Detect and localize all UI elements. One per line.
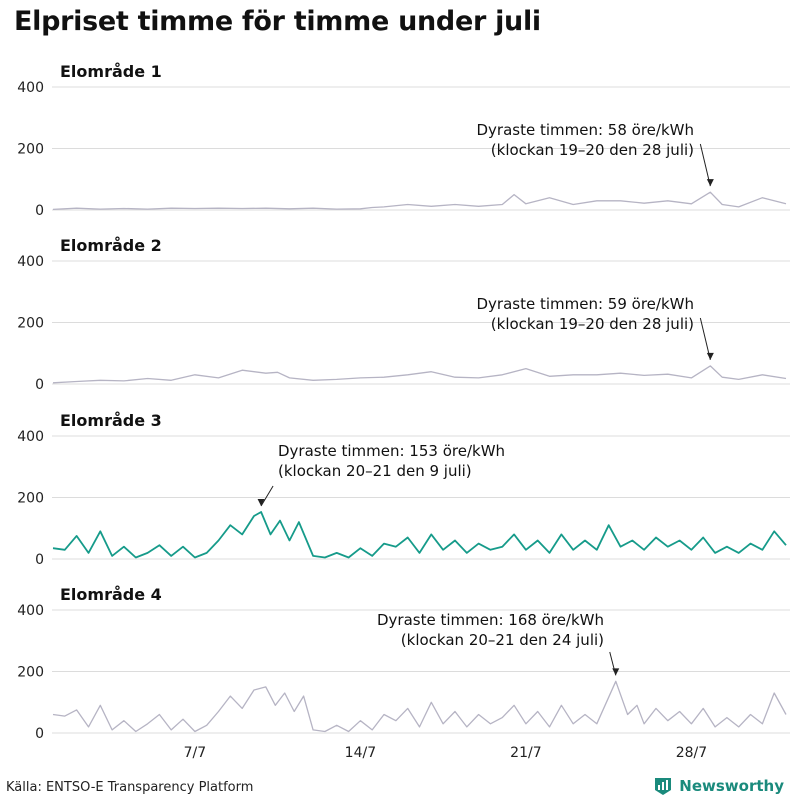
annotation-line1: Dyraste timmen: 58 öre/kWh <box>477 121 695 139</box>
y-tick-label: 400 <box>17 254 44 270</box>
annotation-line1: Dyraste timmen: 59 öre/kWh <box>477 295 695 313</box>
annotation-line2: (klockan 20–21 den 9 juli) <box>278 462 472 480</box>
brand[interactable]: Newsworthy <box>653 776 784 796</box>
y-tick-label: 0 <box>35 377 44 393</box>
annotation-arrowhead <box>706 179 714 187</box>
y-tick-label: 200 <box>17 142 44 158</box>
panel-title: Elområde 4 <box>60 585 162 604</box>
bar-chart-shield-icon <box>655 778 672 795</box>
y-tick-label: 200 <box>17 316 44 332</box>
y-tick-label: 400 <box>17 80 44 96</box>
series-line <box>52 365 787 384</box>
source-note: Källa: ENTSO-E Transparency Platform <box>6 780 254 795</box>
annotation-arrowhead <box>612 668 620 676</box>
x-tick-label: 14/7 <box>345 745 376 761</box>
x-tick-label: 7/7 <box>184 745 207 761</box>
y-tick-label: 0 <box>35 726 44 742</box>
panel-title: Elområde 3 <box>60 411 162 430</box>
y-tick-label: 400 <box>17 429 44 445</box>
series-line <box>52 680 787 733</box>
annotation-arrow <box>699 143 711 187</box>
series-line <box>52 511 787 559</box>
x-tick-label: 28/7 <box>676 745 707 761</box>
page-title: Elpriset timme för timme under juli <box>14 6 541 37</box>
y-tick-label: 200 <box>17 491 44 507</box>
y-tick-label: 0 <box>35 203 44 219</box>
y-tick-label: 400 <box>17 603 44 619</box>
annotation-arrowhead <box>257 498 265 506</box>
annotation-arrowhead <box>706 352 714 360</box>
brand-name: Newsworthy <box>679 777 784 795</box>
x-tick-label: 21/7 <box>510 745 541 761</box>
panel-title: Elområde 2 <box>60 236 162 255</box>
panel-title: Elområde 1 <box>60 62 162 81</box>
annotation-arrow <box>260 485 274 507</box>
annotation-line2: (klockan 19–20 den 28 juli) <box>491 315 694 333</box>
annotation-line2: (klockan 19–20 den 28 juli) <box>491 141 694 159</box>
y-tick-label: 200 <box>17 665 44 681</box>
annotation-line1: Dyraste timmen: 168 öre/kWh <box>377 611 604 629</box>
annotation-line2: (klockan 20–21 den 24 juli) <box>401 631 604 649</box>
annotation-line1: Dyraste timmen: 153 öre/kWh <box>278 442 505 460</box>
y-tick-label: 0 <box>35 552 44 568</box>
series-line <box>52 191 787 211</box>
